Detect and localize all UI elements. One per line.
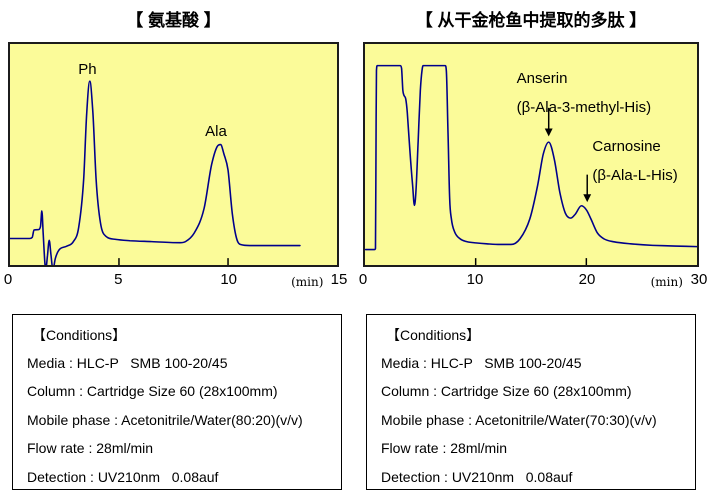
peak-label-line: Anserin xyxy=(516,70,568,87)
right-chromatogram-curve xyxy=(365,64,697,265)
left-peak-annotations: Ph Ala xyxy=(10,44,337,265)
right-chromatogram-plot: Anserin (β-Ala-3-methyl-His) Carnosine (β-A… xyxy=(363,42,699,267)
x-tick-label: 10 xyxy=(466,271,484,288)
left-x-axis: 0 5 10 15 (min) xyxy=(4,271,348,293)
conditions-media: Media : HLC-P SMB 100-20/45 xyxy=(381,355,582,371)
right-chart-title: 【 从干金枪鱼中提取的多肽 】 xyxy=(415,11,647,30)
x-tick-label: 30 xyxy=(690,271,708,288)
x-axis-unit-label: (min) xyxy=(291,275,324,289)
x-tick-label: 0 xyxy=(358,271,368,288)
conditions-flow-rate: Flow rate : 28ml/min xyxy=(381,440,508,457)
conditions-media: Media : HLC-P SMB 100-20/45 xyxy=(27,355,228,371)
x-tick-label: 15 xyxy=(330,271,348,288)
peak-label: Ala xyxy=(205,117,227,146)
right-x-axis: 0 10 20 30 (min) xyxy=(359,271,708,293)
x-axis-unit-label: (min) xyxy=(650,275,683,289)
peak-arrow-head xyxy=(583,194,592,203)
conditions-mobile-phase: Mobile phase : Acetonitrile/Water(70:30)… xyxy=(381,411,657,428)
peak-label: Carnosine (β-Ala-L-His) xyxy=(592,132,677,190)
conditions-column: Column : Cartridge Size 60 (28x100mm) xyxy=(27,383,278,400)
peak-label-line: Ala xyxy=(205,123,227,140)
chromatogram-trace xyxy=(365,64,697,251)
peak-label-line: Ph xyxy=(78,61,97,78)
right-peak-annotations: Anserin (β-Ala-3-methyl-His) Carnosine (β-A… xyxy=(365,44,697,265)
peak-label: Anserin (β-Ala-3-methyl-His) xyxy=(517,64,651,122)
peak-label-line: (β-Ala-L-His) xyxy=(592,167,678,184)
peak-arrow-head xyxy=(544,128,553,137)
x-tick-label: 20 xyxy=(578,271,596,288)
peak-label: Ph xyxy=(78,55,96,84)
conditions-detection: Detection : UV210nm 0.08auf xyxy=(381,468,573,485)
conditions-detection: Detection : UV210nm 0.08auf xyxy=(27,468,219,485)
right-conditions-box: 【Conditions】 Media : HLC-P SMB 100-20/45… xyxy=(366,314,696,490)
conditions-header: 【Conditions】 xyxy=(32,327,127,343)
peak-label-line: Carnosine xyxy=(592,138,661,155)
conditions-header: 【Conditions】 xyxy=(386,327,481,343)
x-tick-label: 10 xyxy=(220,271,237,288)
left-chromatogram-curve xyxy=(10,80,301,265)
peak-label-line: (β-Ala-3-methyl-His) xyxy=(516,99,652,116)
conditions-flow-rate: Flow rate : 28ml/min xyxy=(27,440,154,457)
chromatogram-trace xyxy=(10,80,301,265)
left-chromatogram-plot: Ph Ala xyxy=(8,42,339,267)
x-tick-label: 0 xyxy=(3,271,13,288)
left-conditions-box: 【Conditions】 Media : HLC-P SMB 100-20/45… xyxy=(12,314,342,490)
left-chart-title: 【 氨基酸 】 xyxy=(126,11,221,30)
conditions-column: Column : Cartridge Size 60 (28x100mm) xyxy=(381,383,632,400)
conditions-mobile-phase: Mobile phase : Acetonitrile/Water(80:20)… xyxy=(27,411,303,428)
x-tick-label: 5 xyxy=(114,271,123,288)
